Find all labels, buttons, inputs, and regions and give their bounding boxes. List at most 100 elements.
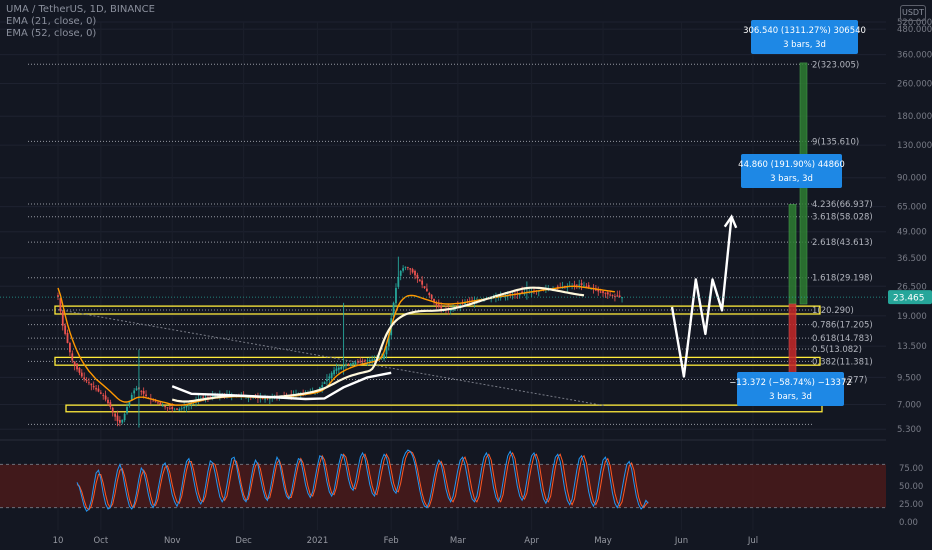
stochastic-d-line [76, 450, 649, 511]
candle-body [366, 360, 369, 362]
stochastic-lines-layer [76, 449, 649, 513]
candle-body [464, 302, 466, 305]
candle-body [449, 309, 452, 311]
time-axis-tick-label: Jul [747, 536, 758, 546]
candle-body [118, 420, 121, 423]
candle-body [402, 268, 404, 271]
candle-body [611, 295, 614, 297]
fibonacci-levels-layer: 2(323.005) 9(135.610) 4.236(66.937) 3.618(5… [28, 60, 873, 425]
candle-body [135, 388, 138, 391]
candle-body [361, 360, 364, 362]
candle-body [61, 311, 64, 326]
support-curve [171, 371, 392, 401]
candle-body [428, 293, 431, 296]
candle-body [345, 365, 347, 367]
candle-body [107, 399, 109, 404]
candle-body [368, 360, 371, 362]
ema-fast-line [57, 285, 615, 406]
candle-body [326, 379, 328, 382]
price-axis-tick-label: 9.500 [897, 373, 921, 383]
candle-body [356, 361, 359, 363]
fib-level-label: 0.382(11.381) [812, 357, 873, 367]
support-zone-box [65, 404, 823, 413]
price-axis-tick-label: 36.500 [897, 254, 927, 264]
price-axis-tick-label: 260.000 [897, 80, 932, 90]
candle-body [373, 359, 376, 361]
candle-body [157, 402, 159, 404]
measurement-label-line2: 3 bars, 3d [783, 40, 826, 50]
candle-body [183, 407, 186, 409]
candle-body [116, 415, 119, 422]
candle-body [202, 396, 205, 398]
candle-body [397, 276, 400, 287]
measurement-label-box [751, 20, 858, 54]
candle-body [180, 408, 183, 410]
candle-body [78, 367, 81, 373]
candle-body [349, 363, 352, 366]
candle-body [364, 360, 366, 362]
measurement-label-box [741, 154, 842, 188]
candle-body [188, 404, 190, 406]
yellow-zones-layer [54, 305, 823, 413]
candle-body [178, 409, 181, 411]
time-axis-layer: 10 Oct Nov Dec 2021 Feb Mar Apr May Jun Jul [53, 536, 759, 546]
fib-level-label: 3.618(58.028) [812, 213, 873, 223]
measurement-label-line1: 306.540 (1311.27%) 306540 [743, 26, 866, 36]
fib-level-label: 0.5(13.082) [812, 345, 862, 355]
price-axis-tick-label: 180.000 [897, 112, 932, 122]
candle-body [406, 267, 409, 269]
time-axis-tick-label: Mar [450, 536, 467, 546]
candle-body [145, 394, 147, 397]
candle-body [209, 396, 212, 398]
arrows-layer [670, 214, 738, 378]
candle-body [90, 383, 93, 386]
price-axis-tick-label: 65.000 [897, 203, 927, 213]
currency-badge[interactable]: USDT [900, 5, 926, 21]
candle-body [128, 400, 131, 406]
price-axis-tick-label: 360.000 [897, 51, 932, 61]
candle-body [64, 325, 67, 334]
candle-body [99, 392, 102, 394]
candle-body [416, 274, 419, 279]
candle-body [92, 386, 95, 388]
candle-body [85, 380, 88, 382]
candle-body [587, 285, 590, 288]
candle-body [130, 394, 133, 401]
candle-body [359, 360, 362, 362]
candle-body [80, 372, 83, 377]
ema-slow-line [171, 286, 585, 403]
trendline-layer [57, 309, 606, 407]
candle-body [597, 289, 600, 292]
candle-body [57, 295, 59, 297]
candle-body [121, 419, 124, 423]
price-axis-tick-label: 130.000 [897, 141, 932, 151]
measurement-label-line2: 3 bars, 3d [769, 392, 812, 402]
candle-body [392, 302, 395, 317]
support-zone-box [54, 305, 821, 315]
candle-body [521, 291, 523, 293]
candles-layer [57, 256, 623, 428]
fib-level-label: 0.618(14.783) [812, 334, 873, 344]
candle-body [461, 303, 464, 305]
time-axis-tick-label: 10 [53, 536, 64, 546]
candle-body [71, 353, 74, 361]
candle-body [437, 304, 440, 307]
candle-body [88, 382, 90, 384]
candle-body [164, 406, 166, 408]
candle-body [371, 359, 374, 361]
chart-legend: UMA / TetherUS, 1D, BINANCE EMA (21, clo… [6, 4, 155, 40]
candle-body [140, 390, 143, 392]
candle-body [95, 388, 97, 390]
price-axis-background [886, 0, 932, 550]
stochastic-axis-tick-label: 0.00 [899, 518, 918, 528]
candle-body [328, 376, 331, 379]
projection-bars-layer [788, 62, 808, 381]
candle-body [161, 405, 164, 407]
candle-body [330, 372, 333, 379]
price-axis-tick-label: 19.000 [897, 312, 927, 322]
candle-body [354, 362, 357, 365]
candle-body [168, 407, 171, 409]
